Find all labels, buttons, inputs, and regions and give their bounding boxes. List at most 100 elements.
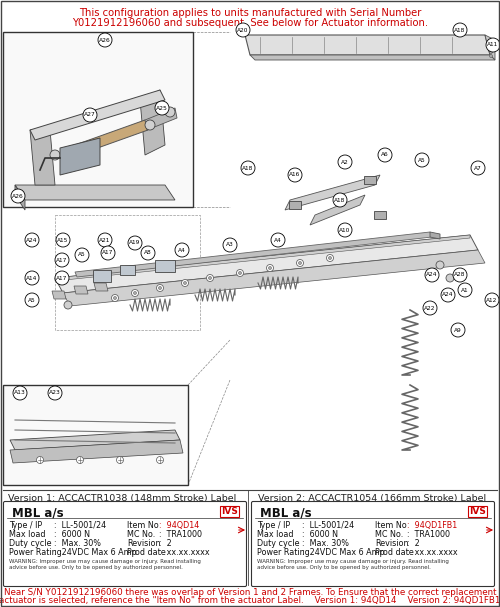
Circle shape: [268, 266, 272, 270]
Circle shape: [490, 50, 492, 53]
Text: A15: A15: [58, 237, 68, 243]
Circle shape: [56, 233, 70, 247]
Circle shape: [453, 23, 467, 37]
Text: :  2: : 2: [407, 539, 420, 548]
Circle shape: [485, 293, 499, 307]
Polygon shape: [10, 430, 180, 450]
Circle shape: [296, 260, 304, 266]
Text: A16: A16: [290, 172, 300, 177]
Text: Item No: Item No: [375, 521, 407, 530]
Text: A1: A1: [461, 288, 469, 293]
Text: :  TRA1000: : TRA1000: [159, 530, 202, 539]
Circle shape: [128, 236, 142, 250]
Circle shape: [436, 261, 444, 269]
Circle shape: [446, 274, 454, 282]
Polygon shape: [430, 232, 440, 239]
Text: Revision: Revision: [375, 539, 408, 548]
Circle shape: [490, 38, 492, 41]
Text: Y0121912196060 and subsequent. See below for Actuator information.: Y0121912196060 and subsequent. See below…: [72, 18, 428, 28]
Circle shape: [490, 42, 492, 46]
Text: A6: A6: [381, 152, 389, 157]
Text: Type / IP: Type / IP: [9, 521, 42, 530]
Text: :  94QD14: : 94QD14: [159, 521, 199, 530]
Text: Prod date: Prod date: [375, 548, 414, 557]
Text: Revision: Revision: [127, 539, 160, 548]
Text: :  6000 N: : 6000 N: [54, 530, 90, 539]
Text: A20: A20: [238, 27, 249, 33]
Polygon shape: [289, 201, 301, 209]
Circle shape: [490, 47, 492, 50]
Text: MBL a/s: MBL a/s: [12, 507, 64, 520]
Circle shape: [112, 294, 118, 302]
Circle shape: [75, 248, 89, 262]
Text: A10: A10: [340, 228, 350, 232]
Text: A2: A2: [341, 160, 349, 164]
Circle shape: [25, 293, 39, 307]
Polygon shape: [374, 211, 386, 219]
Text: A11: A11: [488, 42, 498, 47]
Circle shape: [338, 223, 352, 237]
Circle shape: [425, 268, 439, 282]
Circle shape: [175, 243, 189, 257]
Text: A23: A23: [49, 390, 61, 396]
Text: Item No: Item No: [127, 521, 159, 530]
Text: Version 1: ACCACTR1038 (148mm Stroke) Label: Version 1: ACCACTR1038 (148mm Stroke) La…: [8, 494, 236, 503]
Text: A9: A9: [454, 328, 462, 333]
Circle shape: [55, 253, 69, 267]
Circle shape: [328, 257, 332, 260]
Text: A18: A18: [242, 166, 254, 171]
Text: Type / IP: Type / IP: [257, 521, 290, 530]
Circle shape: [155, 101, 169, 115]
Text: IVS: IVS: [469, 507, 486, 516]
Text: :  6000 N: : 6000 N: [302, 530, 338, 539]
Text: A19: A19: [130, 240, 140, 245]
Circle shape: [145, 120, 155, 130]
Text: WARNING: Improper use may cause damage or injury. Read installing: WARNING: Improper use may cause damage o…: [9, 559, 201, 564]
Circle shape: [134, 291, 136, 294]
Circle shape: [158, 287, 162, 290]
Polygon shape: [10, 440, 183, 463]
Text: Duty cycle: Duty cycle: [257, 539, 300, 548]
Text: :  24VDC Max 6 Amp: : 24VDC Max 6 Amp: [302, 548, 385, 557]
Text: Max load: Max load: [257, 530, 294, 539]
Circle shape: [223, 238, 237, 252]
Polygon shape: [485, 35, 495, 60]
Polygon shape: [15, 185, 175, 200]
Polygon shape: [15, 185, 25, 210]
Circle shape: [271, 233, 285, 247]
Circle shape: [266, 265, 274, 271]
Text: MBL a/s: MBL a/s: [260, 507, 312, 520]
Polygon shape: [245, 35, 490, 55]
FancyBboxPatch shape: [4, 501, 246, 586]
Circle shape: [55, 271, 69, 285]
Text: A26: A26: [99, 38, 111, 42]
Polygon shape: [250, 55, 495, 60]
Text: A5: A5: [418, 157, 426, 163]
Circle shape: [298, 262, 302, 265]
Text: :  2: : 2: [159, 539, 172, 548]
Circle shape: [11, 189, 25, 203]
Text: Version 2: ACCACTR1054 (166mm Stroke) Label: Version 2: ACCACTR1054 (166mm Stroke) La…: [258, 494, 486, 503]
Circle shape: [490, 55, 492, 58]
Text: A18: A18: [454, 27, 466, 33]
Circle shape: [76, 456, 84, 464]
Bar: [3, 385, 188, 485]
Text: :  94QD1FB1: : 94QD1FB1: [407, 521, 457, 530]
Text: A7: A7: [474, 166, 482, 171]
Circle shape: [236, 23, 250, 37]
Circle shape: [156, 285, 164, 291]
Text: IVS: IVS: [221, 507, 238, 516]
Text: A22: A22: [424, 305, 436, 311]
Text: A5: A5: [28, 297, 36, 302]
Text: A28: A28: [454, 273, 466, 277]
Circle shape: [101, 246, 115, 260]
Circle shape: [156, 456, 164, 464]
Text: :  24VDC Max 6 Amp: : 24VDC Max 6 Amp: [54, 548, 137, 557]
Circle shape: [486, 38, 500, 52]
Polygon shape: [74, 286, 88, 294]
Polygon shape: [60, 138, 100, 175]
Text: A21: A21: [100, 237, 110, 243]
Polygon shape: [310, 195, 365, 225]
Polygon shape: [30, 130, 55, 185]
Text: A24: A24: [426, 273, 438, 277]
